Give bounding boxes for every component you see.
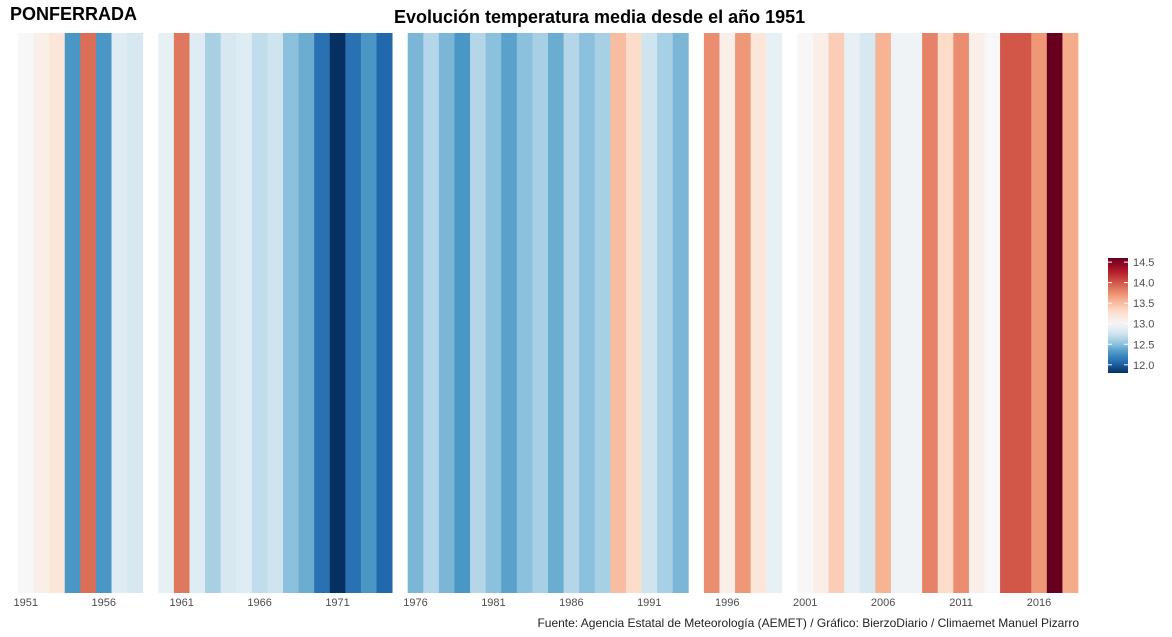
- source-caption: Fuente: Agencia Estatal de Meteorología …: [537, 616, 1079, 630]
- stripe-1984: [532, 33, 549, 593]
- x-tick-1971: 1971: [325, 597, 349, 609]
- stripe-1954: [64, 33, 81, 593]
- stripe-1970: [314, 33, 331, 593]
- stripe-1964: [220, 33, 237, 593]
- stripe-1978: [438, 33, 455, 593]
- stripe-1976: [407, 33, 424, 593]
- stripe-2015: [1015, 33, 1032, 593]
- stripe-1965: [236, 33, 253, 593]
- stripe-1990: [625, 33, 642, 593]
- stripe-1986: [563, 33, 580, 593]
- stripe-1993: [672, 33, 689, 593]
- stripe-1981: [485, 33, 502, 593]
- x-tick-1996: 1996: [715, 597, 739, 609]
- stripe-2013: [984, 33, 1001, 593]
- stripe-1966: [251, 33, 268, 593]
- legend-tick-label: 13.5: [1133, 298, 1154, 310]
- stripe-1998: [750, 33, 767, 593]
- stripe-2006: [875, 33, 892, 593]
- stripe-2002: [813, 33, 829, 593]
- stripe-1974: [376, 33, 393, 593]
- legend-tick-label: 14.5: [1133, 257, 1154, 269]
- stripe-1952: [33, 33, 50, 593]
- stripe-1967: [267, 33, 284, 593]
- stripe-1957: [111, 33, 128, 593]
- stripe-2007: [890, 33, 907, 593]
- stripe-1968: [283, 33, 299, 593]
- stripe-1963: [205, 33, 222, 593]
- stripe-1979: [454, 33, 471, 593]
- station-title: PONFERRADA: [10, 4, 138, 24]
- x-tick-1991: 1991: [637, 597, 661, 609]
- color-legend: 12.0 12.5 13.0 13.5 14.0 14.5: [1108, 257, 1154, 373]
- stripe-1982: [501, 33, 518, 593]
- stripe-2012: [968, 33, 985, 593]
- stripe-2018: [1062, 33, 1079, 593]
- x-tick-2006: 2006: [871, 597, 895, 609]
- stripe-1989: [610, 33, 627, 593]
- stripe-2010: [937, 33, 954, 593]
- stripe-1997: [735, 33, 752, 593]
- stripe-1988: [594, 33, 611, 593]
- x-axis-ticks: 1951 1956 1961 1966 1971 1976 1981 1986 1991 1996…: [14, 597, 1052, 609]
- x-tick-1961: 1961: [169, 597, 193, 609]
- stripe-2017: [1046, 33, 1063, 593]
- legend-tick-label: 12.5: [1133, 339, 1154, 351]
- stripe-1973: [360, 33, 377, 593]
- stripe-2004: [844, 33, 861, 593]
- stripe-2011: [953, 33, 970, 593]
- stripe-1951: [18, 33, 34, 593]
- x-tick-2001: 2001: [793, 597, 817, 609]
- x-tick-1956: 1956: [91, 597, 115, 609]
- stripe-1960: [158, 33, 175, 593]
- chart-title: Evolución temperatura media desde el año…: [394, 7, 806, 27]
- legend-tick-label: 12.0: [1133, 360, 1154, 372]
- stripe-1983: [516, 33, 533, 593]
- stripe-1969: [298, 33, 315, 593]
- stripe-1953: [49, 33, 66, 593]
- stripe-1991: [641, 33, 658, 593]
- x-tick-1981: 1981: [481, 597, 505, 609]
- stripe-1992: [657, 33, 674, 593]
- stripe-2001: [797, 33, 814, 593]
- x-tick-1986: 1986: [559, 597, 583, 609]
- legend-tick-label: 14.0: [1133, 278, 1154, 290]
- legend-colorbar: [1108, 258, 1128, 373]
- stripe-1971: [329, 33, 346, 593]
- stripe-1980: [470, 33, 487, 593]
- stripe-2008: [906, 33, 923, 593]
- stripe-1985: [548, 33, 564, 593]
- stripes-group: [18, 33, 1079, 593]
- x-tick-2011: 2011: [949, 597, 973, 609]
- stripe-1995: [703, 33, 720, 593]
- stripe-2009: [922, 33, 939, 593]
- x-tick-2016: 2016: [1027, 597, 1051, 609]
- stripe-1961: [173, 33, 190, 593]
- stripe-1977: [423, 33, 440, 593]
- stripe-1958: [127, 33, 144, 593]
- stripe-1996: [719, 33, 736, 593]
- stripe-2003: [828, 33, 845, 593]
- stripe-1987: [579, 33, 596, 593]
- stripe-1972: [345, 33, 362, 593]
- legend-tick-label: 13.0: [1133, 319, 1154, 331]
- stripe-2016: [1031, 33, 1048, 593]
- stripe-1962: [189, 33, 206, 593]
- stripe-1955: [80, 33, 97, 593]
- stripe-1956: [95, 33, 112, 593]
- x-tick-1976: 1976: [403, 597, 427, 609]
- x-tick-1951: 1951: [14, 597, 38, 609]
- stripe-2005: [859, 33, 876, 593]
- stripe-2014: [1000, 33, 1017, 593]
- stripe-1999: [766, 33, 783, 593]
- x-tick-1966: 1966: [247, 597, 271, 609]
